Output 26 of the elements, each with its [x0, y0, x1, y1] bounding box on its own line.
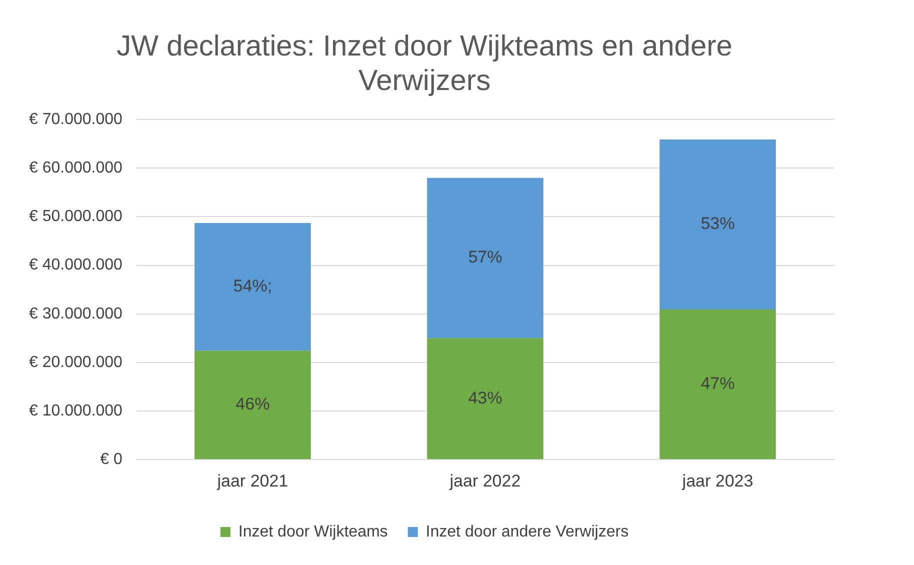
chart-title: JW declaraties: Inzet door Wijkteams en andere Verwijzers — [116, 30, 732, 98]
y-tick-label: € 60.000.000 — [29, 160, 123, 177]
bar — [194, 223, 311, 351]
annotation: 53% — [700, 214, 735, 234]
x-tick-label: jaar 2021 — [216, 471, 288, 490]
bar — [660, 310, 776, 460]
bar — [427, 338, 544, 460]
y-tick-label: € 70.000.000 — [29, 111, 123, 128]
y-tick-label: € 20.000.000 — [29, 354, 123, 371]
bar — [660, 140, 776, 310]
annotation: 46% — [236, 394, 270, 414]
annotation: 54%; — [233, 276, 272, 296]
x-tick-label: jaar 2022 — [448, 471, 521, 490]
x-tick-label: jaar 2023 — [681, 471, 754, 490]
y-tick-label: € 40.000.000 — [29, 256, 123, 274]
annotation: 43% — [468, 388, 502, 408]
y-tick-label: € 10.000.000 — [29, 402, 123, 420]
annotation: 47% — [700, 374, 735, 393]
legend-label: Inzet door Wijkteams — [238, 523, 388, 540]
annotation: 57% — [468, 248, 502, 267]
bar — [194, 350, 311, 460]
bar — [427, 178, 544, 338]
legend-label: Inzet door andere Verwijzers — [426, 523, 629, 540]
y-tick-label: € 30.000.000 — [29, 305, 123, 322]
y-tick-label: € 50.000.000 — [29, 208, 123, 226]
y-tick-label: € 0 — [100, 451, 123, 468]
